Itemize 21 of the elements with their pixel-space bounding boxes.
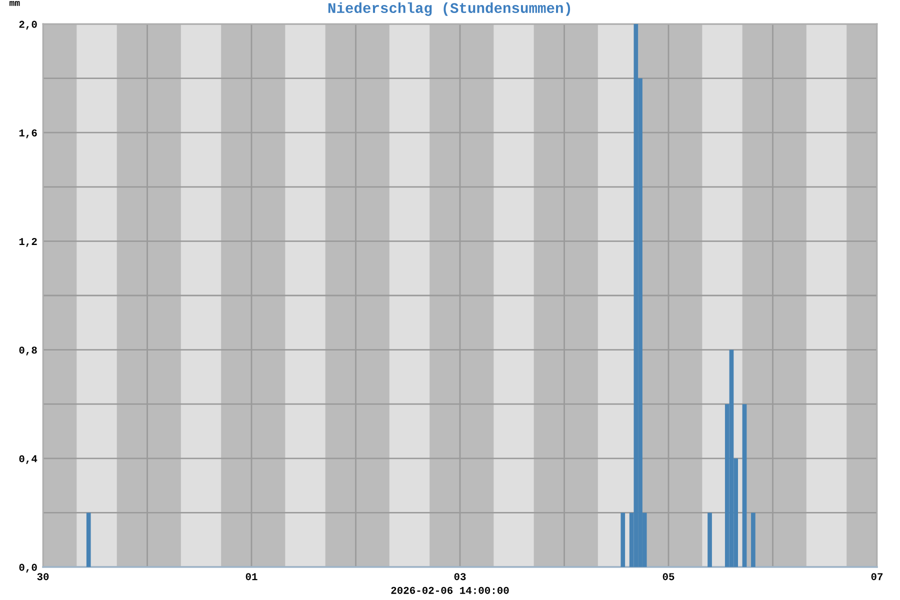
- bar: [86, 512, 91, 567]
- text: 2026-02-06 14:00:00: [391, 586, 509, 594]
- x-tick-label: 05: [662, 573, 674, 580]
- y-tick-label: 1,2: [19, 238, 37, 247]
- bar: [620, 512, 626, 567]
- y-axis-title: mm: [10, 0, 20, 6]
- x-tick-label: 01: [246, 573, 258, 580]
- chart-title: Niederschlag (Stundensummen): [328, 2, 570, 16]
- y-tick-label: 0,0: [19, 564, 37, 573]
- y-tick-label: 0,4: [19, 455, 38, 464]
- bar: [751, 512, 756, 567]
- bar: [708, 512, 712, 567]
- y-tick-label: 0,8: [19, 346, 37, 356]
- y-tick-label: 1,6: [19, 129, 37, 138]
- x-tick-label: 07: [871, 573, 883, 580]
- x-tick-label: 30: [37, 573, 49, 580]
- y-tick-label: 2,0: [19, 20, 37, 30]
- bar: [729, 350, 734, 567]
- bar: [742, 404, 747, 567]
- x-tick-label: 03: [454, 573, 466, 580]
- bar: [634, 24, 638, 567]
